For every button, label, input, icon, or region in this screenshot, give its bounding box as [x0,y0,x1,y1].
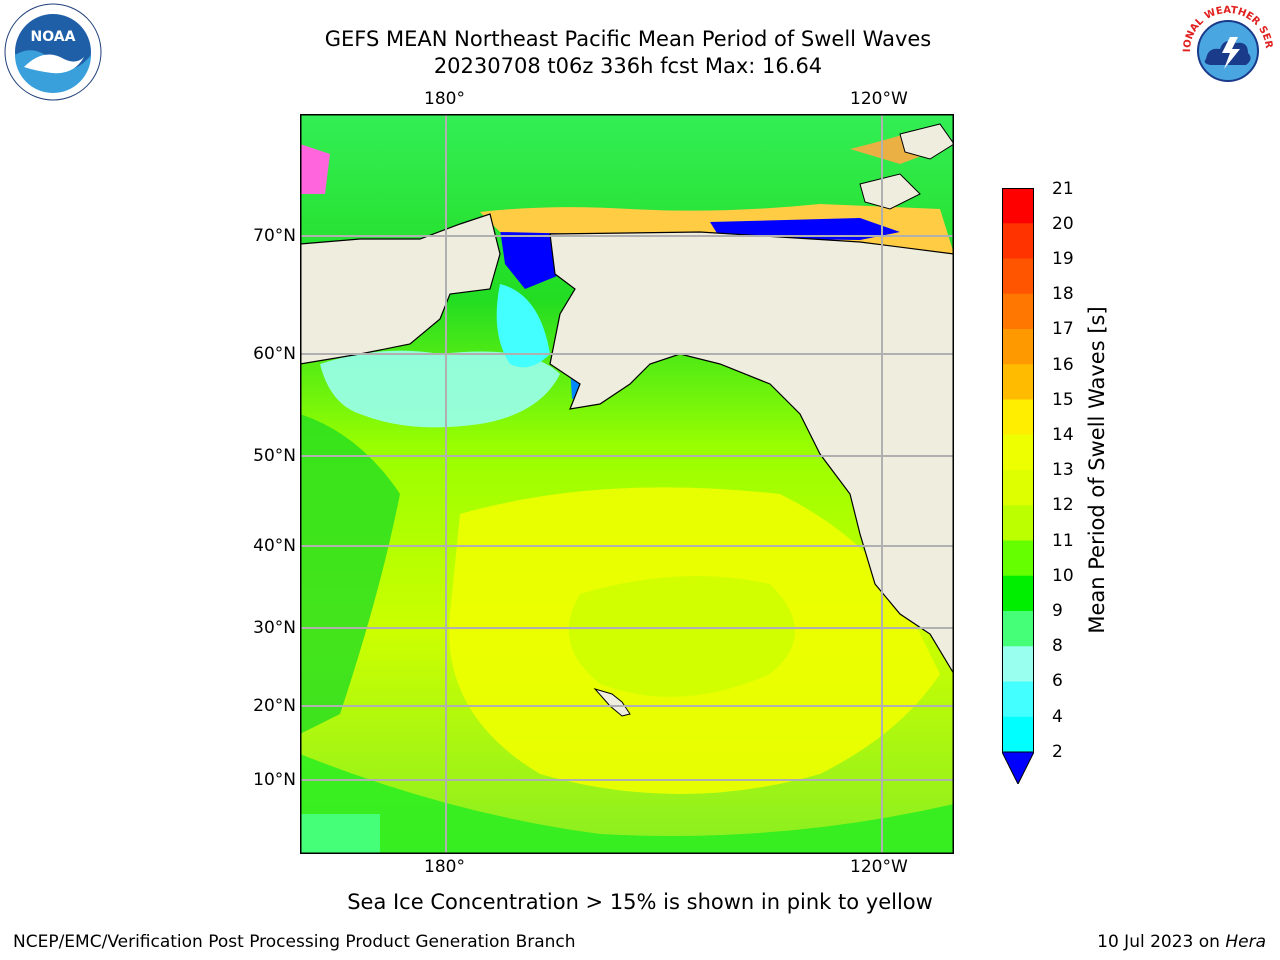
colorbar-segment-13 [1002,646,1034,682]
colorbar-frame [1002,188,1034,753]
colorbar-tick-2: 2 [1052,742,1063,762]
colorbar-tick-9: 9 [1052,601,1063,621]
generation-date-text: 10 Jul 2023 on [1097,932,1226,952]
colorbar-tick-4: 4 [1052,707,1063,727]
colorbar-tick-21: 21 [1052,179,1074,199]
lon-label-top-120w: 120°W [850,89,908,109]
colorbar-segment-4 [1002,329,1034,365]
lat-label-20n: 20°N [253,696,296,716]
graticule [300,114,954,854]
colorbar-segment-6 [1002,399,1034,436]
swell-period-map [300,114,954,854]
arctic-island-1 [859,173,921,210]
west-green-band [300,414,400,734]
chart-subtitle: 20230708 t06z 336h fcst Max: 16.64 [433,54,823,78]
colorbar-tick-18: 18 [1052,284,1074,304]
colorbar-segment-9 [1002,505,1034,541]
colorbar-segment-2 [1002,258,1034,295]
colorbar-tick-6: 6 [1052,671,1063,691]
colorbar-segment-3 [1002,293,1034,330]
bering-low-period [320,350,560,428]
south-green-band [300,754,954,854]
colorbar-tick-8: 8 [1052,636,1063,656]
colorbar-tick-19: 19 [1052,249,1074,269]
lat-label-60n: 60°N [253,344,296,364]
lat-label-70n: 70°N [253,226,296,246]
land-north-america [549,231,954,676]
generation-date: 10 Jul 2023 on Hera [1097,932,1266,952]
colorbar-segment-12 [1002,611,1034,647]
colorbar [1002,188,1034,784]
colorbar-title: Mean Period of Swell Waves [s] [1085,306,1109,634]
lon-label-bottom-120w: 120°W [850,857,908,877]
lon-label-top-180: 180° [424,89,465,109]
colorbar-segment-5 [1002,364,1034,400]
colorbar-tick-11: 11 [1052,531,1074,551]
mid-period-region [568,576,795,697]
lat-label-30n: 30°N [253,618,296,638]
lat-label-40n: 40°N [253,536,296,556]
colorbar-tick-17: 17 [1052,319,1074,339]
map-frame [300,114,954,854]
sea-ice-west [300,144,330,194]
colorbar-segment-11 [1002,575,1034,612]
noaa-logo: NOAA [4,3,102,101]
colorbar-segment-10 [1002,540,1034,577]
colorbar-segment-8 [1002,470,1034,506]
noaa-logo-text: NOAA [31,29,76,45]
colorbar-tick-12: 12 [1052,495,1074,515]
lat-label-50n: 50°N [253,446,296,466]
colorbar-tick-10: 10 [1052,566,1074,586]
arctic-island-2 [899,123,954,160]
lat-label-10n: 10°N [253,770,296,790]
colorbar-segment-1 [1002,223,1034,259]
sea-ice-note: Sea Ice Concentration > 15% is shown in … [347,890,933,914]
colorbar-tick-16: 16 [1052,355,1074,375]
southwest-light-band [300,814,380,854]
producer-credit: NCEP/EMC/Verification Post Processing Pr… [13,932,576,952]
chart-title: GEFS MEAN Northeast Pacific Mean Period … [324,27,932,51]
beaufort-blue [710,218,900,240]
colorbar-segment-7 [1002,434,1034,471]
colorbar-tick-13: 13 [1052,460,1074,480]
colorbar-tick-15: 15 [1052,390,1074,410]
colorbar-segment-14 [1002,681,1034,718]
colorbar-tick-20: 20 [1052,214,1074,234]
lon-label-bottom-180: 180° [424,857,465,877]
nws-logo: NATIONAL WEATHER SERVICE [1178,3,1274,97]
colorbar-segment-15 [1002,716,1034,753]
bering-strait-cyan [496,284,550,368]
colorbar-tick-14: 14 [1052,425,1074,445]
machine-name: Hera [1225,932,1266,952]
colorbar-segment-0 [1002,188,1034,224]
colorbar-underflow-arrow [1002,751,1034,784]
